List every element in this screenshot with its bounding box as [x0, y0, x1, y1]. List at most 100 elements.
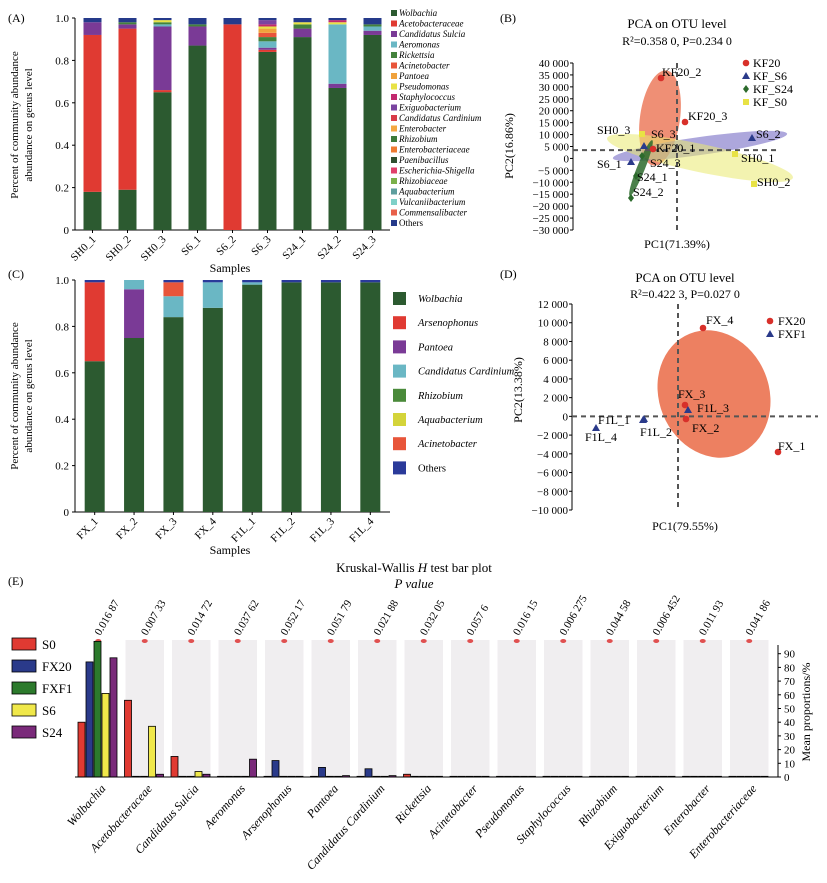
panel-label-b: (B) — [500, 11, 516, 25]
d-point-label: FX_4 — [706, 313, 733, 327]
d-point-label: F1L_2 — [640, 425, 672, 439]
a-bar-segment — [293, 37, 312, 230]
a-bar-segment — [118, 28, 137, 190]
c-legend-swatch — [393, 292, 406, 305]
d-point — [639, 416, 647, 423]
e-pvalue-label: 0.014 72 — [185, 598, 215, 637]
a-bar-segment — [188, 45, 207, 231]
e-bar — [170, 756, 179, 778]
e-bar — [85, 661, 94, 778]
b-point-label: SH0_1 — [741, 151, 774, 165]
a-legend-label: Aeromonas — [398, 40, 440, 50]
a-xtick-label: SH0_2 — [104, 234, 134, 264]
c-bar-segment — [124, 280, 145, 290]
a-bar-segment — [153, 90, 172, 93]
a-legend-label: Rickettsia — [398, 50, 435, 60]
a-bar-segment — [363, 18, 382, 25]
c-legend-label: Others — [418, 463, 446, 474]
b-point — [681, 118, 689, 126]
e-group-bg — [637, 640, 676, 777]
b-stat: R²=0.358 0, P=0.234 0 — [622, 34, 732, 48]
c-legend-label: Wolbachia — [418, 294, 463, 305]
b-point — [748, 134, 756, 141]
e-pvalue-label: 0.057 6 — [464, 602, 491, 637]
b-legend-label: KF_S24 — [753, 82, 793, 96]
c-bar-segment — [360, 282, 381, 512]
a-legend-swatch — [391, 136, 397, 142]
c-legend-label: Arsenophonus — [417, 318, 478, 329]
b-legend-label: KF20 — [753, 56, 780, 70]
b-point — [627, 158, 635, 165]
a-bar-segment — [363, 26, 382, 31]
b-ytick-label: 30 000 — [539, 82, 570, 94]
b-legend-point — [742, 59, 750, 67]
e-pvalue-dot — [234, 639, 241, 643]
e-pvalue-label: 0.044 58 — [604, 598, 634, 638]
e-legend-label: FX20 — [42, 659, 72, 674]
e-ytick-label: 50 — [784, 704, 796, 716]
e-ytick-label: 70 — [784, 676, 796, 688]
e-pvalue-dot — [560, 639, 567, 643]
e-bar — [148, 725, 156, 778]
a-bar-segment — [363, 30, 382, 35]
d-point — [774, 448, 782, 456]
d-ytick-label: 8 000 — [543, 336, 568, 348]
a-bar-segment — [118, 24, 137, 29]
e-group-bg — [311, 640, 350, 777]
a-legend-swatch — [391, 52, 397, 58]
a-bar-segment — [328, 22, 347, 25]
e-xtick-label: Rhizobium — [575, 781, 621, 830]
a-legend-swatch — [391, 62, 397, 69]
a-legend-swatch — [391, 83, 397, 90]
d-ytick-label: −2 000 — [537, 430, 568, 442]
a-bar-segment — [118, 189, 137, 230]
a-ytick-label: 1.0 — [55, 13, 69, 25]
e-pvalue-dot — [513, 639, 520, 643]
e-group-bg — [544, 640, 583, 777]
a-legend-label: Escherichia-Shigella — [398, 166, 475, 176]
e-ytick-label: 0 — [784, 772, 790, 784]
c-ytick-label: 0 — [64, 507, 70, 519]
d-legend-point — [766, 317, 774, 325]
c-legend-label: Aquabacterium — [417, 415, 483, 426]
a-ytick-label: 0 — [64, 225, 70, 237]
b-ytick-label: −30 000 — [533, 225, 570, 237]
a-legend-swatch — [391, 115, 397, 121]
e-title: Kruskal-Wallis H test bar plot — [336, 560, 492, 575]
b-legend-point — [743, 85, 749, 93]
c-bar-segment — [281, 280, 302, 283]
c-xtick-label: FX_2 — [114, 516, 140, 542]
c-ytick-label: 0.8 — [55, 321, 69, 333]
d-stat: R²=0.422 3, P=0.027 0 — [630, 287, 740, 301]
a-bar-segment — [258, 41, 277, 48]
e-group-bg — [265, 640, 304, 777]
a-legend-swatch — [391, 199, 397, 205]
a-bar-segment — [258, 18, 277, 21]
a-bar-segment — [293, 18, 312, 23]
b-xlabel: PC1(71.39%) — [644, 237, 710, 251]
b-ytick-label: 10 000 — [539, 130, 570, 142]
a-bar-segment — [258, 32, 277, 38]
e-xtick-label: Wolbachia — [64, 782, 108, 829]
a-legend-label: Exiguobacterium — [398, 103, 461, 113]
e-ytick-label: 80 — [784, 662, 796, 674]
a-bar-segment — [328, 18, 347, 21]
a-bar-segment — [258, 24, 277, 27]
a-bar-segment — [328, 20, 347, 23]
c-bar-segment — [163, 296, 184, 318]
a-bar-segment — [83, 191, 102, 230]
a-xtick-label: SH0_1 — [69, 234, 99, 264]
b-legend-point — [742, 72, 750, 79]
b-point-label: S24_1 — [637, 170, 668, 184]
a-bar-segment — [363, 34, 382, 231]
d-xlabel: PC1(79.55%) — [652, 519, 718, 533]
e-group-bg — [497, 640, 536, 777]
c-ylabel-1: Percent of community abundance — [9, 322, 21, 470]
a-bar-segment — [258, 37, 277, 42]
c-bar-segment — [320, 280, 341, 283]
e-bar — [77, 721, 86, 778]
a-legend-label: Enterobacter — [398, 124, 447, 134]
e-pvalue-label: 0.032 05 — [418, 598, 448, 638]
a-bar-segment — [258, 51, 277, 230]
a-bar-segment — [153, 26, 172, 91]
